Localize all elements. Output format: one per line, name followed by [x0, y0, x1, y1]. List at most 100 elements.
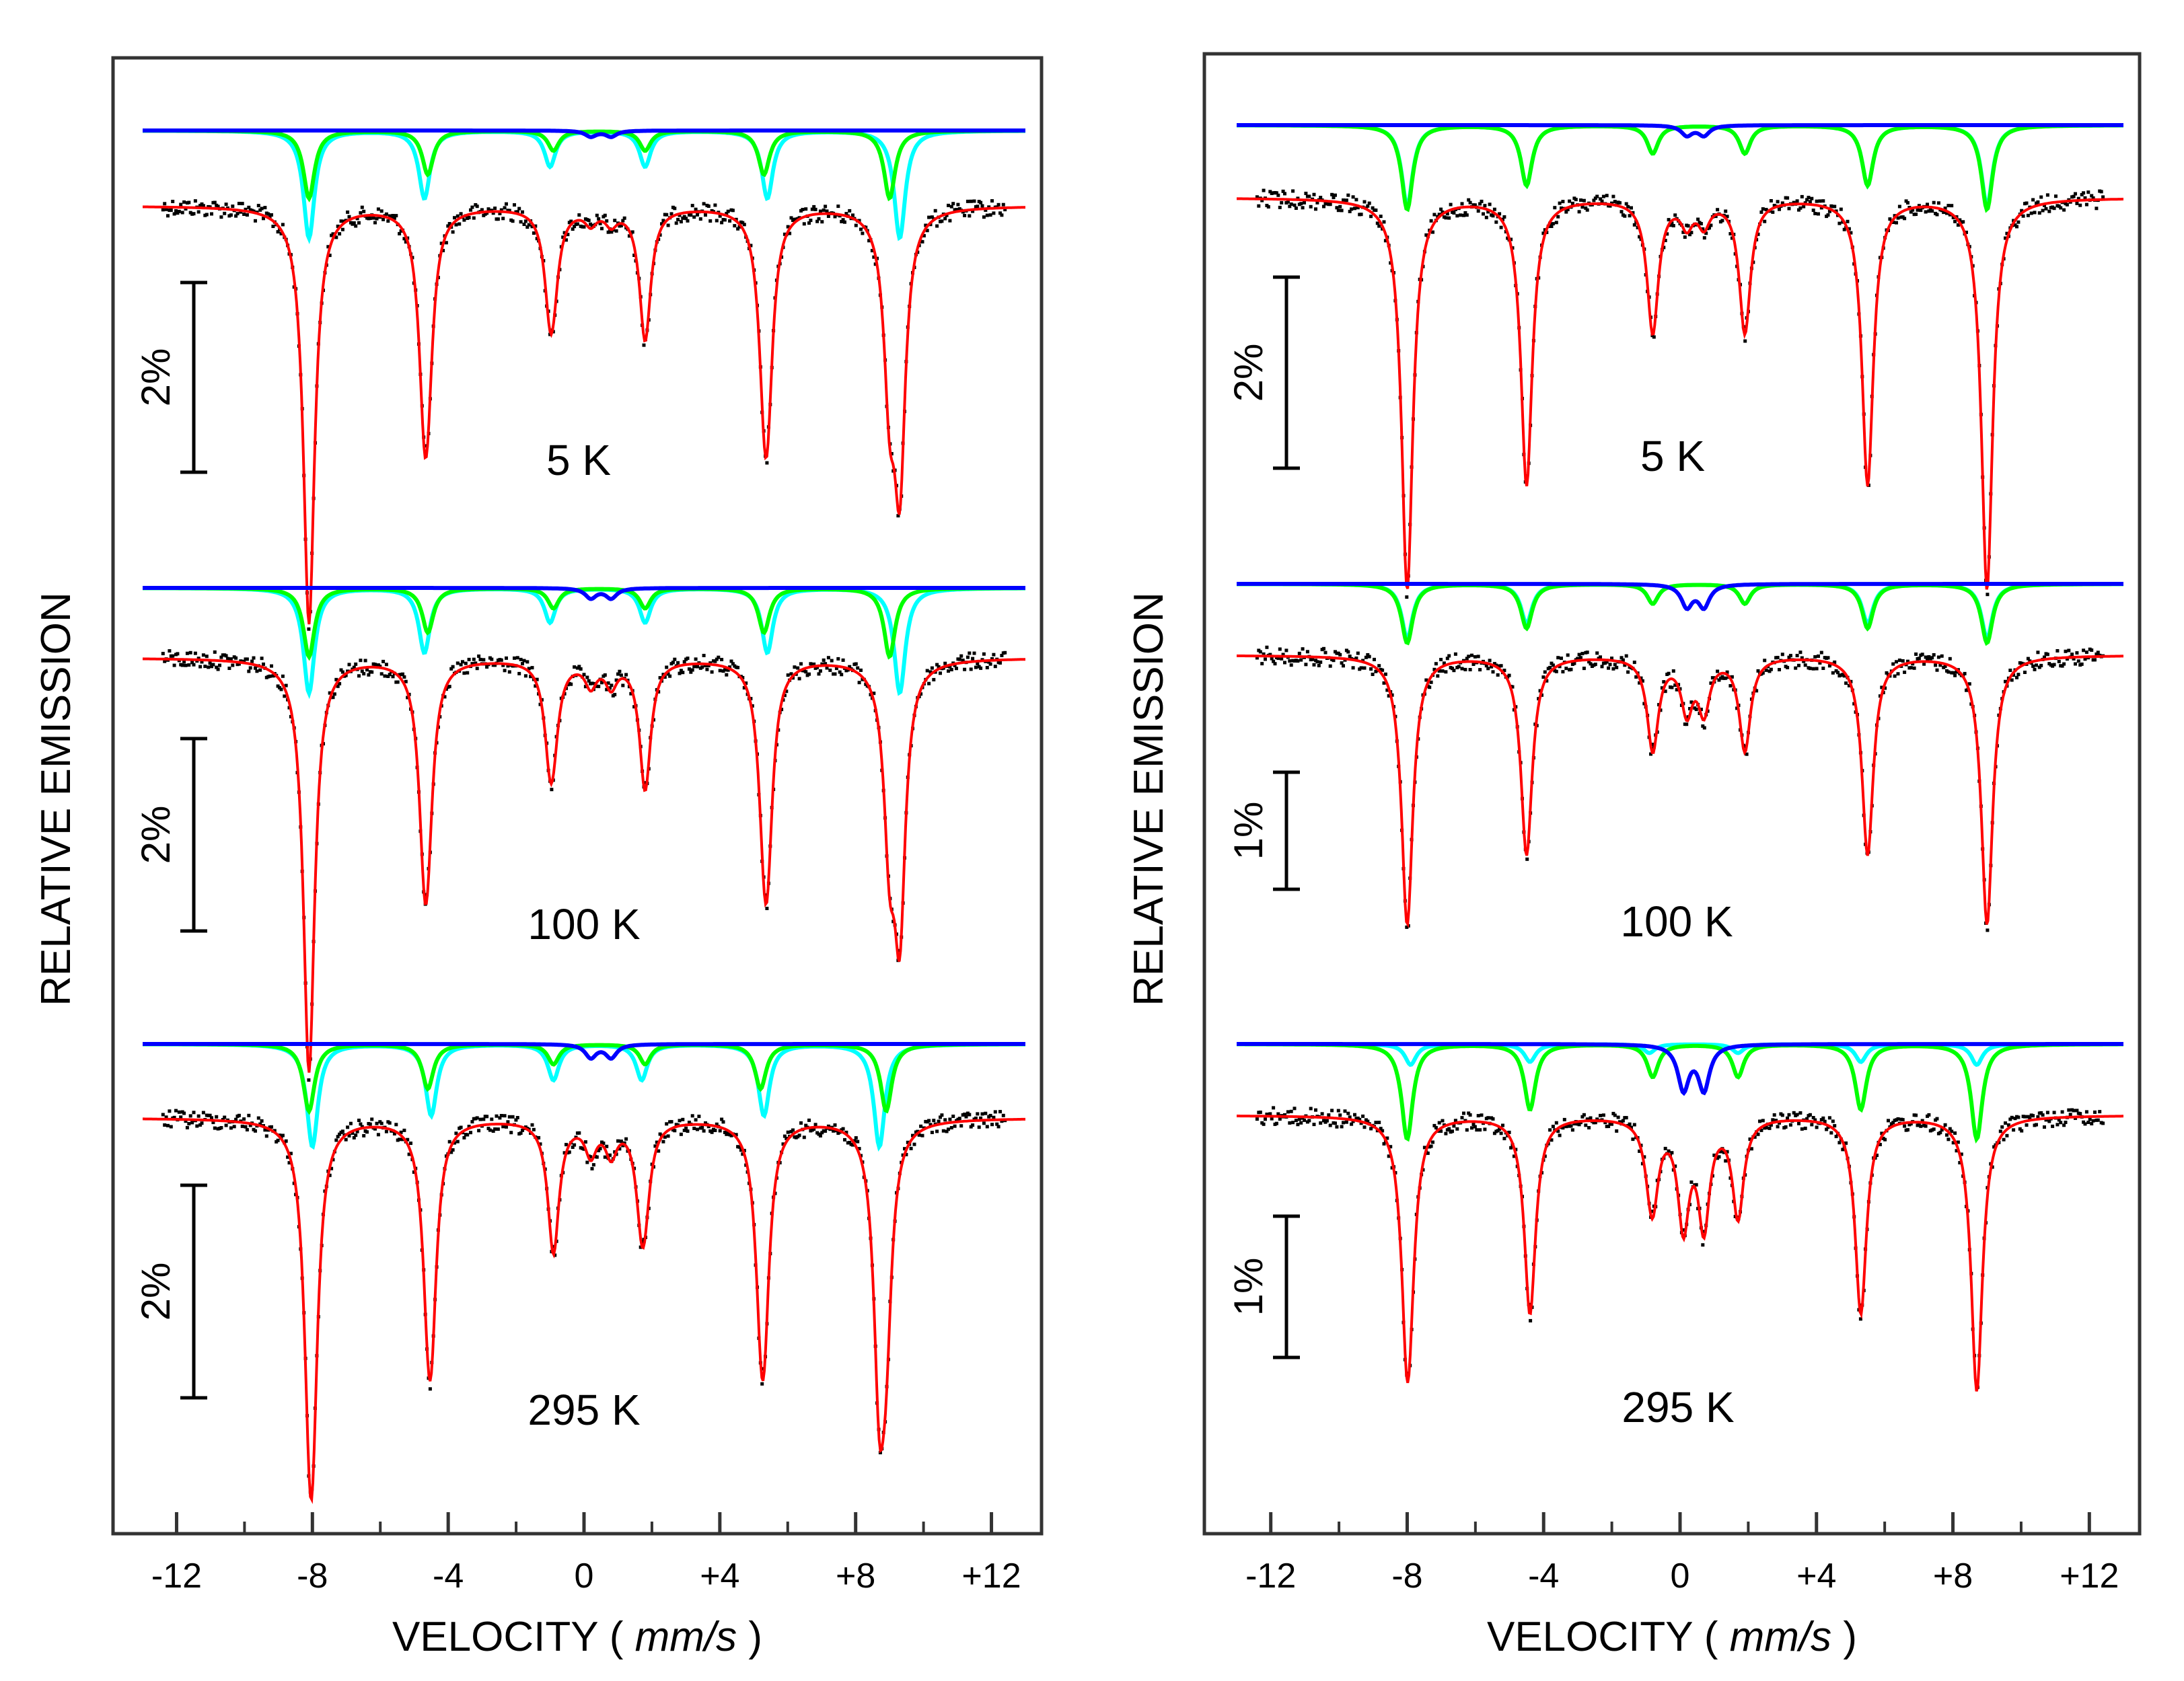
- fit-curve: [1237, 197, 2123, 590]
- data-point: [955, 667, 958, 671]
- data-point: [1624, 654, 1628, 658]
- data-point: [941, 1129, 945, 1133]
- data-point: [930, 1131, 934, 1134]
- data-point: [378, 665, 382, 669]
- data-point: [618, 1147, 622, 1151]
- data-point: [660, 222, 663, 226]
- data-point: [485, 1115, 489, 1119]
- data-point: [1437, 669, 1441, 673]
- data-point: [1761, 207, 1765, 211]
- data-point: [1817, 655, 1820, 658]
- data-point: [1630, 206, 1633, 210]
- data-point: [619, 673, 623, 677]
- data-point: [1701, 724, 1705, 728]
- data-point: [1776, 1125, 1780, 1129]
- data-point: [1486, 667, 1490, 671]
- data-point: [929, 1123, 933, 1127]
- data-point: [1453, 1119, 1457, 1123]
- data-point: [1455, 1127, 1459, 1131]
- data-point: [1683, 235, 1687, 239]
- data-point: [571, 227, 575, 231]
- data-point: [1951, 215, 1955, 219]
- data-point: [515, 1116, 519, 1119]
- data-point: [201, 653, 205, 657]
- data-point: [475, 667, 479, 671]
- data-point: [789, 672, 793, 676]
- data-point: [511, 1115, 515, 1119]
- data-point: [2036, 200, 2040, 204]
- data-point: [284, 683, 288, 687]
- component-curves: [143, 586, 1025, 700]
- data-point: [987, 660, 991, 664]
- data-point: [801, 208, 805, 211]
- data-point: [454, 1131, 458, 1135]
- data-point: [2086, 1121, 2090, 1124]
- data-point: [582, 225, 586, 229]
- data-point: [937, 1119, 941, 1123]
- data-point: [1611, 194, 1615, 198]
- data-point: [1788, 654, 1792, 658]
- data-point: [840, 219, 844, 223]
- data-point: [474, 661, 478, 665]
- data-point: [569, 219, 573, 223]
- data-point: [1296, 1123, 1300, 1127]
- data-point: [985, 666, 989, 669]
- data-point: [2057, 1118, 2061, 1122]
- data-point: [1486, 1116, 1490, 1120]
- data-point: [1484, 664, 1488, 668]
- data-point: [1289, 1109, 1293, 1113]
- data-point: [264, 1134, 268, 1138]
- data-point: [1491, 214, 1495, 218]
- data-point: [1743, 339, 1747, 343]
- data-point: [603, 213, 607, 217]
- data-point: [666, 223, 670, 227]
- data-point: [1946, 204, 1951, 208]
- data-point: [705, 667, 709, 671]
- data-point: [825, 209, 829, 213]
- data-point: [723, 218, 727, 222]
- data-point: [1904, 199, 1908, 203]
- data-point: [610, 683, 614, 687]
- data-point: [1342, 198, 1345, 202]
- data-point: [1351, 666, 1355, 670]
- data-point: [1927, 655, 1931, 659]
- data-point: [203, 665, 207, 669]
- data-point: [1580, 205, 1585, 209]
- data-point: [948, 665, 952, 669]
- fit-curve: [142, 657, 1025, 1073]
- right-plot: -12 -8 -4 0 +4 +8 +12 VELOCITY ( mm/s ) …: [1126, 52, 2142, 1660]
- data-point: [534, 684, 538, 688]
- data-point: [2096, 1118, 2100, 1122]
- data-point: [655, 1140, 659, 1144]
- data-point: [1293, 1107, 1297, 1111]
- data-point: [690, 204, 694, 208]
- data-point: [2060, 664, 2064, 668]
- data-point: [629, 692, 633, 696]
- data-point: [1712, 1153, 1716, 1157]
- data-point: [1631, 1137, 1635, 1142]
- data-point: [237, 1113, 241, 1117]
- data-point: [1911, 208, 1915, 212]
- data-point: [2060, 1110, 2064, 1114]
- data-point: [1356, 651, 1360, 655]
- data-point: [234, 1117, 238, 1121]
- data-point: [715, 219, 719, 223]
- data-point: [1476, 209, 1480, 213]
- data-point: [1512, 1154, 1516, 1158]
- data-point: [2099, 190, 2103, 194]
- data-point: [1681, 1228, 1685, 1232]
- data-point: [687, 1121, 691, 1124]
- data-point: [1932, 653, 1936, 657]
- data-point: [2016, 1115, 2021, 1119]
- data-point: [1382, 681, 1386, 685]
- data-point: [2008, 669, 2012, 672]
- data-point: [1665, 232, 1669, 236]
- data-point: [826, 1124, 830, 1128]
- data-point: [505, 656, 508, 660]
- data-point: [198, 1123, 203, 1127]
- data-point: [201, 204, 205, 208]
- data-point: [1818, 661, 1822, 665]
- component-curve: [143, 586, 1025, 601]
- data-point: [1478, 668, 1482, 672]
- data-point: [286, 1155, 290, 1159]
